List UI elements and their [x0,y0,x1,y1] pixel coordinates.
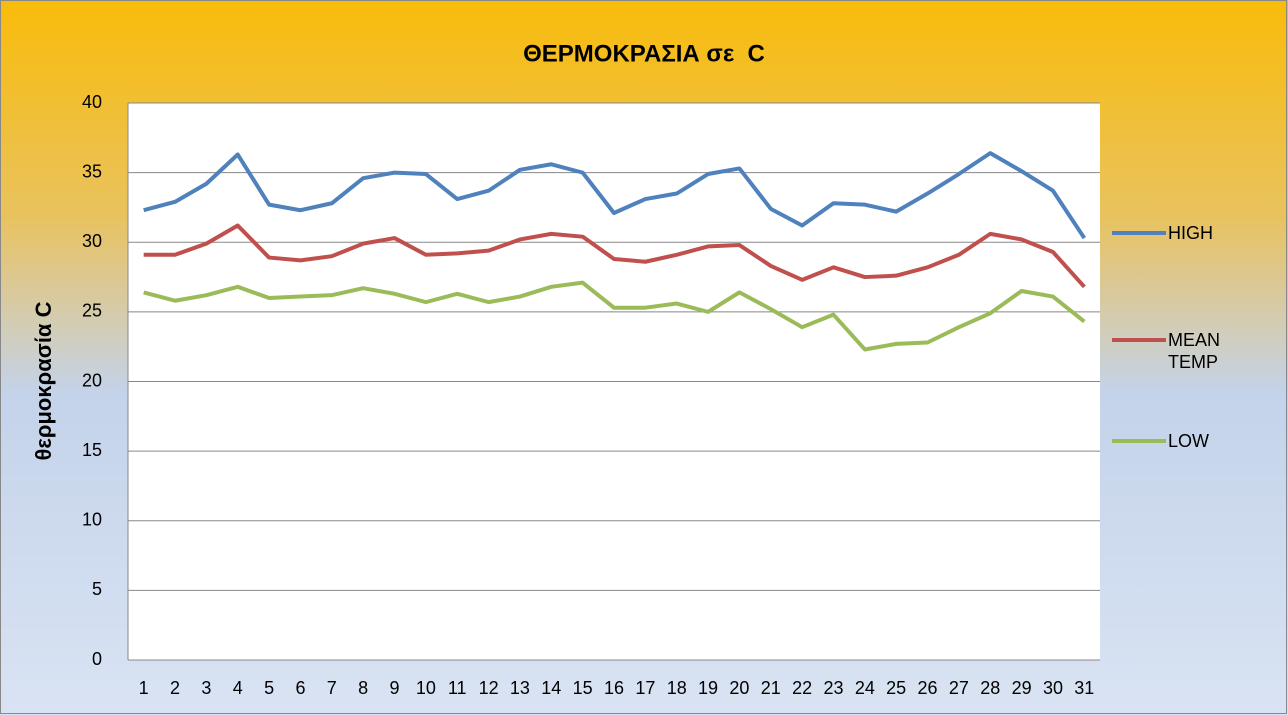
x-tick-label: 21 [761,678,781,698]
y-tick-label: 40 [82,92,102,112]
x-tick-label: 5 [264,678,274,698]
legend-label: MEAN TEMP [1168,330,1221,372]
x-tick-label: 6 [295,678,305,698]
x-tick-label: 30 [1043,678,1063,698]
series-line [143,280,1086,352]
x-tick-label: 18 [667,678,687,698]
x-tick-label: 1 [139,678,149,698]
x-tick-label: 27 [949,678,969,698]
x-tick-label: 9 [390,678,400,698]
x-tick-label: 13 [510,678,530,698]
x-tick-label: 26 [918,678,938,698]
x-tick-label: 11 [448,678,467,698]
x-tick-label: 3 [201,678,211,698]
y-axis-label: θερμοκρασία C [31,301,56,460]
y-tick-label: 30 [82,231,102,251]
legend-label: LOW [1168,431,1210,451]
y-tick-label: 35 [82,161,102,181]
x-tick-label: 24 [855,678,875,698]
x-tick-label: 31 [1074,678,1094,698]
y-tick-label: 25 [82,301,102,321]
x-tick-label: 29 [1012,678,1032,698]
x-tick-label: 16 [604,678,624,698]
x-tick-label: 4 [233,678,243,698]
x-tick-label: 2 [170,678,180,698]
y-tick-label: 5 [92,579,102,599]
x-tick-label: 15 [573,678,593,698]
x-tick-label: 28 [980,678,1000,698]
y-tick-label: 15 [82,440,102,460]
x-tick-label: 12 [479,678,499,698]
x-tick-label: 20 [729,678,749,698]
x-tick-label: 22 [792,678,812,698]
series-line [143,151,1086,240]
x-tick-label: 7 [327,678,337,698]
x-tick-label: 17 [635,678,655,698]
y-tick-label: 10 [82,510,102,530]
legend-label: HIGH [1168,223,1213,243]
x-tick-label: 10 [416,678,436,698]
y-tick-label: 20 [82,370,102,390]
x-tick-label: 14 [541,678,561,698]
x-tick-label: 19 [698,678,718,698]
x-tick-label: 25 [886,678,906,698]
x-tick-label: 8 [358,678,368,698]
y-tick-label: 0 [92,649,102,669]
chart-title: ΘΕΡΜΟΚΡΑΣΙΑ σε C [523,40,765,67]
series-line [143,223,1086,289]
x-tick-label: 23 [823,678,843,698]
